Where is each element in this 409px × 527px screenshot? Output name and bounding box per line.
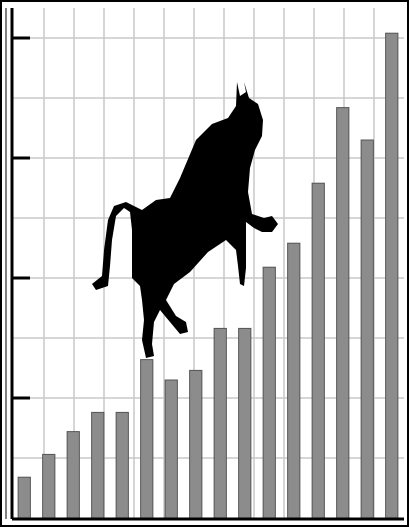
bar [165,380,177,518]
bar [288,243,300,518]
bar [67,432,79,518]
bar [386,33,398,518]
bar [92,412,104,518]
bar [263,267,275,518]
chart [0,0,409,527]
bar [239,328,251,518]
bar [43,454,55,518]
bar [361,140,373,518]
bar [141,360,153,518]
bar [116,412,128,518]
bar [312,183,324,518]
bar [214,328,226,518]
bar [18,477,30,518]
bar [337,108,349,518]
bar [190,370,202,518]
